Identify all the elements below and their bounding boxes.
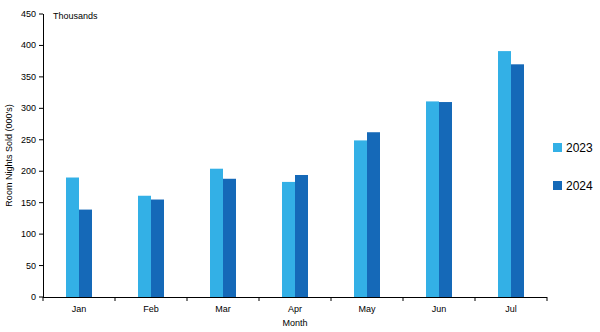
y-tick-label: 300 — [21, 103, 36, 113]
bar — [210, 169, 223, 297]
bar — [367, 132, 380, 297]
y-tick — [39, 45, 43, 46]
bar — [282, 182, 295, 297]
x-tick-label: Jan — [72, 304, 87, 314]
x-tick-label: Feb — [143, 304, 159, 314]
chart-svg: 0 50 100 150 200 250 300 350 400 450 Jan Feb Mar Apr M… — [0, 0, 600, 332]
x-tick — [43, 297, 44, 301]
y-tick-label: 50 — [26, 261, 36, 271]
y-tick — [39, 108, 43, 109]
annotation: Thousands — [53, 11, 98, 21]
bar — [223, 179, 236, 297]
y-tick — [39, 234, 43, 235]
bar — [498, 51, 511, 297]
bar — [426, 101, 439, 297]
x-tick-label: Mar — [215, 304, 231, 314]
bar — [295, 175, 308, 297]
y-tick-label: 100 — [21, 229, 36, 239]
bar — [354, 140, 367, 297]
bar — [138, 196, 151, 297]
y-tick-label: 0 — [31, 292, 36, 302]
y-tick — [39, 139, 43, 140]
y-tick — [39, 265, 43, 266]
x-tick-label: May — [358, 304, 376, 314]
bar — [79, 210, 92, 297]
x-tick-label: Apr — [288, 304, 302, 314]
legend-label: 2023 — [566, 141, 593, 155]
y-tick-label: 450 — [21, 9, 36, 19]
legend-swatch — [553, 143, 562, 152]
chart-container: 0 50 100 150 200 250 300 350 400 450 Jan Feb Mar Apr M… — [0, 0, 600, 332]
x-tick — [115, 297, 116, 301]
bar — [439, 102, 452, 297]
x-tick-label: Jun — [432, 304, 447, 314]
y-tick-label: 200 — [21, 166, 36, 176]
x-tick-label: Jul — [505, 304, 517, 314]
bar — [151, 200, 164, 297]
x-tick — [331, 297, 332, 301]
bar — [66, 178, 79, 297]
x-axis-line — [43, 297, 547, 298]
y-tick — [39, 76, 43, 77]
x-tick — [403, 297, 404, 301]
legend-swatch — [553, 181, 562, 190]
y-tick-label: 250 — [21, 135, 36, 145]
x-axis-label: Month — [282, 318, 307, 328]
bar — [511, 64, 524, 297]
y-tick — [39, 297, 43, 298]
x-tick — [547, 297, 548, 301]
y-axis-label: Room Nights Sold (000's) — [4, 104, 14, 206]
y-tick-label: 400 — [21, 40, 36, 50]
y-tick — [39, 202, 43, 203]
legend-label: 2024 — [566, 179, 593, 193]
y-tick — [39, 14, 43, 15]
y-tick-label: 150 — [21, 198, 36, 208]
bars — [66, 51, 524, 297]
y-axis-line — [43, 14, 44, 297]
y-tick — [39, 171, 43, 172]
x-tick — [259, 297, 260, 301]
x-tick — [187, 297, 188, 301]
x-tick — [475, 297, 476, 301]
y-tick-label: 350 — [21, 72, 36, 82]
